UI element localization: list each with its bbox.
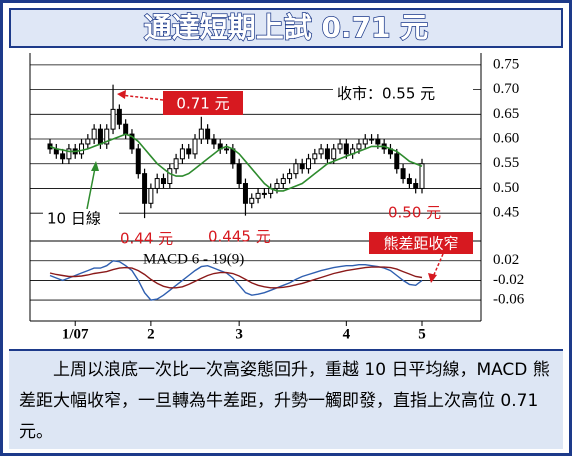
y-tick-label: 0.50 (493, 180, 519, 196)
candle-body (224, 148, 230, 151)
annotation-arrow (86, 167, 96, 210)
y-tick-label: -0.02 (493, 272, 524, 288)
annotation: 收市：0.55 元 (337, 85, 435, 103)
candle-body (356, 143, 362, 150)
candle-body (293, 163, 299, 175)
candle-body (192, 138, 198, 155)
candle-body (261, 192, 267, 195)
annotation: 熊差距收窄 (383, 235, 458, 253)
annotation-box (163, 91, 243, 115)
y-tick-label: 0.55 (493, 155, 519, 171)
x-tick-label: 3 (235, 326, 243, 342)
chart: 0.75 0.70 0.65 0.60 0.55 0.50 0.45 0.02 -0.02 -0.… (29, 53, 525, 342)
candle-body (198, 128, 204, 140)
y-tick-label: 0.02 (493, 252, 519, 268)
candle-body (167, 168, 173, 185)
candle-body (104, 128, 110, 145)
x-tick-label: 5 (418, 326, 426, 342)
y-tick-label: -0.06 (493, 292, 525, 308)
candle-body (331, 148, 337, 160)
y-tick-label: 0.45 (493, 205, 519, 221)
candle-body (186, 148, 192, 155)
candle-body (406, 178, 412, 185)
annotation: 0.50 元 (388, 204, 441, 222)
candle-body (280, 178, 286, 185)
candle-body (123, 123, 129, 135)
candle-body (230, 148, 236, 165)
annotation: 0.44 元 (120, 230, 173, 248)
x-tick-label: 4 (343, 326, 351, 342)
y-tick-label: 0.60 (493, 130, 519, 146)
label-bg (333, 83, 473, 103)
candle-body (205, 128, 211, 140)
y-tick-label: 0.70 (493, 81, 519, 97)
candle-body (249, 197, 255, 204)
annotation-arrow (120, 94, 164, 101)
candle-body (173, 158, 179, 170)
candle-body (142, 173, 148, 204)
candle-body (79, 143, 85, 155)
candle-body (135, 148, 141, 175)
candle-body (211, 138, 217, 145)
candle-body (91, 128, 97, 140)
macd-label: MACD 6 - 19(9) (143, 251, 244, 267)
candle-body (97, 128, 103, 145)
y-tick-label: 0.65 (493, 106, 519, 122)
candle-body (324, 148, 330, 160)
candle-body (60, 153, 66, 160)
candle-body (129, 133, 135, 150)
candle-body (242, 183, 248, 204)
x-tick-label: 2 (147, 326, 155, 342)
candle-body (66, 148, 72, 160)
candle-body (116, 108, 122, 125)
candle-body (400, 168, 406, 180)
candle-body (236, 163, 242, 185)
candle-body (413, 183, 419, 189)
moving-average (49, 133, 423, 192)
candle-body (394, 153, 400, 170)
candle-body (154, 178, 160, 189)
candle-body (318, 148, 324, 155)
annotation: 0.71 元 (176, 95, 229, 113)
candle-body (419, 163, 425, 189)
candle-body (306, 158, 312, 170)
y-tick-label: 0.75 (493, 56, 519, 72)
candle-body (179, 148, 185, 160)
candle-body (148, 187, 154, 204)
candle-body (299, 163, 305, 170)
arrow-head (117, 90, 126, 99)
macd-line (49, 260, 423, 301)
candle-body (287, 173, 293, 180)
macd-line (49, 266, 423, 289)
candle-body (274, 183, 280, 189)
caption: 上周以浪底一次比一次高姿態回升，重越 10 日平均線，MACD 熊差距大幅收窄，… (9, 349, 563, 449)
arrow-head (428, 273, 437, 283)
candle-body (255, 192, 261, 199)
chart-title: 通達短期上試 0.71 元 (9, 8, 563, 48)
annotation: 10 日線 (47, 210, 101, 228)
label-bg (43, 209, 119, 229)
candle-body (343, 143, 349, 155)
candle-body (85, 138, 91, 145)
annotation-box (369, 232, 473, 254)
candle-body (110, 108, 116, 130)
x-tick-label: 1/07 (62, 326, 89, 342)
candle-body (375, 138, 381, 145)
annotation: 0.445 元 (208, 228, 271, 246)
arrow-head (91, 161, 99, 171)
candle-body (312, 153, 318, 160)
candle-body (337, 143, 343, 150)
candle-body (160, 178, 166, 185)
annotation-arrow (432, 253, 444, 278)
candle-body (369, 138, 375, 141)
candle-body (362, 138, 368, 145)
